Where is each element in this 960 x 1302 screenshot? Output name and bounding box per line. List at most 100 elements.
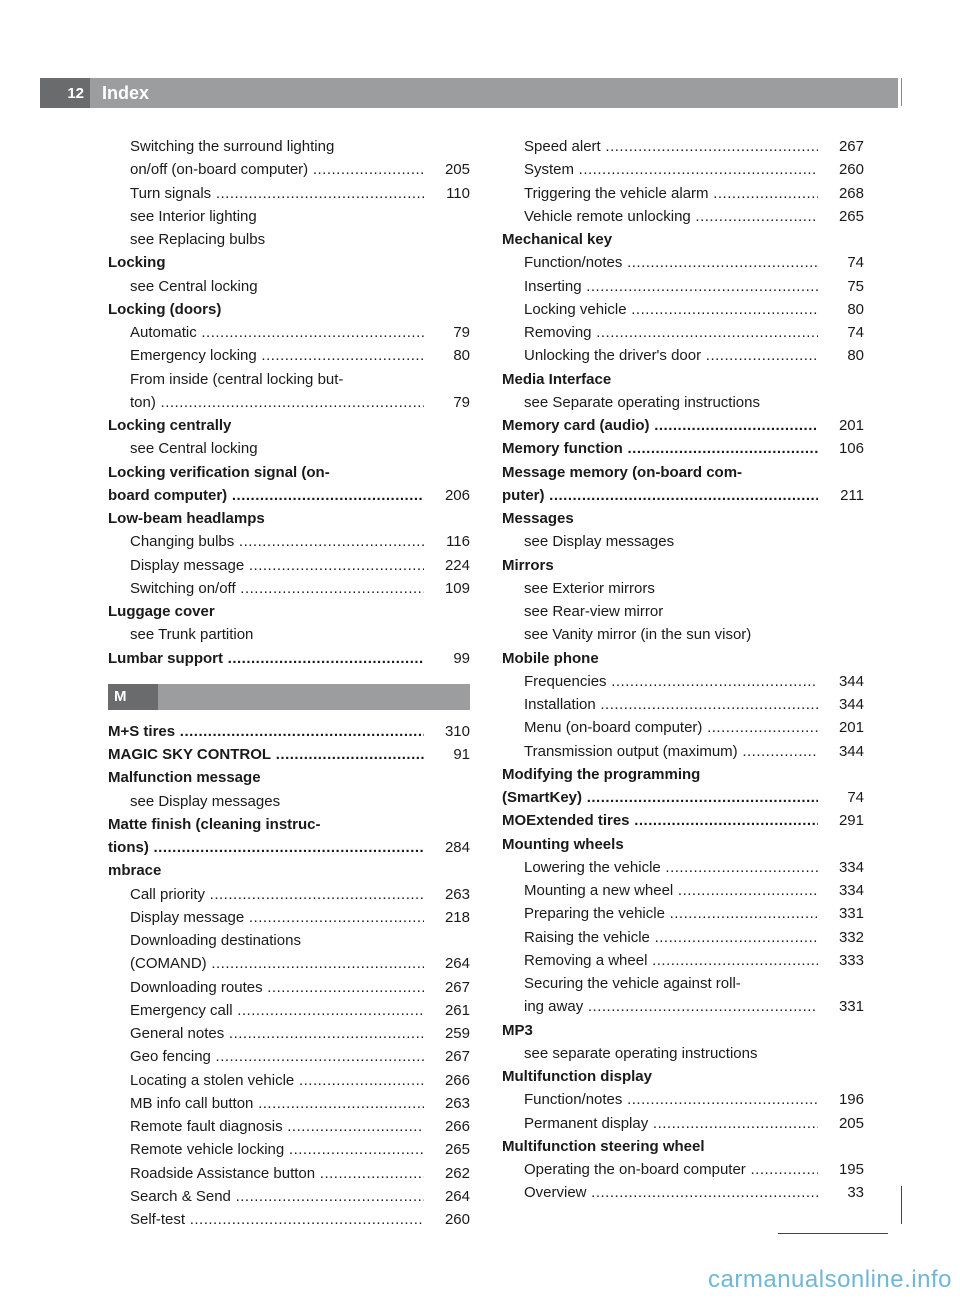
index-entry: Mechanical key bbox=[502, 228, 864, 251]
index-entry: see Display messages bbox=[108, 790, 470, 813]
header-bar: 12 Index bbox=[40, 78, 898, 108]
index-entry-page: 110 bbox=[432, 182, 470, 205]
index-entry: see Separate operating instructions bbox=[502, 391, 864, 414]
index-entry-page: 79 bbox=[432, 321, 470, 344]
index-entry-page: 284 bbox=[432, 836, 470, 859]
index-entry-text: From inside (central locking but- bbox=[130, 368, 470, 391]
index-entry-text: Mounting wheels bbox=[502, 833, 864, 856]
index-entry-text: Memory function bbox=[502, 437, 818, 460]
index-entry-text: Locking vehicle bbox=[524, 298, 818, 321]
index-entry-text: see Vanity mirror (in the sun visor) bbox=[524, 623, 864, 646]
index-entry-text: Multifunction display bbox=[502, 1065, 864, 1088]
index-entry-page: 332 bbox=[826, 926, 864, 949]
index-entry: Display message218 bbox=[108, 906, 470, 929]
index-entry: Transmission output (maximum)344 bbox=[502, 740, 864, 763]
index-entry: see Replacing bulbs bbox=[108, 228, 470, 251]
index-entry-text: Unlocking the driver's door bbox=[524, 344, 818, 367]
index-entry-page: 333 bbox=[826, 949, 864, 972]
index-entry: Call priority263 bbox=[108, 883, 470, 906]
index-entry: Changing bulbs116 bbox=[108, 530, 470, 553]
index-entry-text: see Central locking bbox=[130, 437, 470, 460]
index-entry-page: 331 bbox=[826, 902, 864, 925]
index-entry-text: Mobile phone bbox=[502, 647, 864, 670]
index-entry: see Rear-view mirror bbox=[502, 600, 864, 623]
index-entry-text: Remote vehicle locking bbox=[130, 1138, 424, 1161]
index-entry-text: Raising the vehicle bbox=[524, 926, 818, 949]
index-entry: Malfunction message bbox=[108, 766, 470, 789]
index-entry-text: Mechanical key bbox=[502, 228, 864, 251]
index-entry-text: Installation bbox=[524, 693, 818, 716]
index-entry: (COMAND)264 bbox=[108, 952, 470, 975]
index-entry: on/off (on-board computer)205 bbox=[108, 158, 470, 181]
index-entry-text: General notes bbox=[130, 1022, 424, 1045]
index-entry: Self-test260 bbox=[108, 1208, 470, 1231]
index-entry-page: 80 bbox=[826, 298, 864, 321]
index-entry-page: 80 bbox=[826, 344, 864, 367]
index-entry: Downloading destinations bbox=[108, 929, 470, 952]
index-entry-text: MOExtended tires bbox=[502, 809, 818, 832]
index-entry-text: Frequencies bbox=[524, 670, 818, 693]
index-entry-page: 265 bbox=[432, 1138, 470, 1161]
index-entry: see Display messages bbox=[502, 530, 864, 553]
index-entry-text: Luggage cover bbox=[108, 600, 470, 623]
index-entry: Message memory (on-board com- bbox=[502, 461, 864, 484]
index-entry: see separate operating instructions bbox=[502, 1042, 864, 1065]
index-entry-text: Display message bbox=[130, 554, 424, 577]
index-entry-text: Search & Send bbox=[130, 1185, 424, 1208]
index-entry-page: 268 bbox=[826, 182, 864, 205]
index-entry: Function/notes196 bbox=[502, 1088, 864, 1111]
index-entry-text: Matte finish (cleaning instruc- bbox=[108, 813, 470, 836]
index-entry: board computer)206 bbox=[108, 484, 470, 507]
index-entry-page: 266 bbox=[432, 1115, 470, 1138]
index-entry: Speed alert267 bbox=[502, 135, 864, 158]
index-entry-page: 205 bbox=[432, 158, 470, 181]
index-entry: see Trunk partition bbox=[108, 623, 470, 646]
index-entry-text: Downloading routes bbox=[130, 976, 424, 999]
index-entry-text: Mirrors bbox=[502, 554, 864, 577]
index-entry-text: Turn signals bbox=[130, 182, 424, 205]
index-entry: see Exterior mirrors bbox=[502, 577, 864, 600]
index-entry-text: Lumbar support bbox=[108, 647, 424, 670]
index-entry-text: Preparing the vehicle bbox=[524, 902, 818, 925]
index-entry-page: 116 bbox=[432, 530, 470, 553]
index-entry-text: Downloading destinations bbox=[130, 929, 470, 952]
index-entry-text: Locking (doors) bbox=[108, 298, 470, 321]
index-entry-page: 224 bbox=[432, 554, 470, 577]
index-entry: General notes 259 bbox=[108, 1022, 470, 1045]
index-entry: Display message 224 bbox=[108, 554, 470, 577]
index-entry: System 260 bbox=[502, 158, 864, 181]
index-entry-text: Function/notes bbox=[524, 1088, 818, 1111]
header-title: Index bbox=[102, 83, 149, 104]
index-entry-page: 262 bbox=[432, 1162, 470, 1185]
index-entry-text: System bbox=[524, 158, 818, 181]
index-entry-page: 259 bbox=[432, 1022, 470, 1045]
index-entry-text: board computer) bbox=[108, 484, 424, 507]
watermark: carmanualsonline.info bbox=[708, 1266, 952, 1294]
index-entry: Memory card (audio)201 bbox=[502, 414, 864, 437]
index-entry: Preparing the vehicle 331 bbox=[502, 902, 864, 925]
index-entry: Switching on/off109 bbox=[108, 577, 470, 600]
index-entry: Locking bbox=[108, 251, 470, 274]
index-entry: Emergency call261 bbox=[108, 999, 470, 1022]
index-entry-text: Transmission output (maximum) bbox=[524, 740, 818, 763]
index-entry-page: 74 bbox=[826, 786, 864, 809]
index-column-left: Switching the surround lightingon/off (o… bbox=[108, 135, 470, 1231]
index-entry-page: 267 bbox=[432, 976, 470, 999]
index-entry-text: puter) bbox=[502, 484, 818, 507]
index-entry-text: Roadside Assistance button bbox=[130, 1162, 424, 1185]
index-entry: Mounting wheels bbox=[502, 833, 864, 856]
index-entry-text: Menu (on-board computer) bbox=[524, 716, 818, 739]
index-entry: Media Interface bbox=[502, 368, 864, 391]
index-entry-text: Mounting a new wheel bbox=[524, 879, 818, 902]
index-entry-text: Operating the on-board computer bbox=[524, 1158, 818, 1181]
index-entry-text: MAGIC SKY CONTROL bbox=[108, 743, 424, 766]
index-entry-page: 267 bbox=[826, 135, 864, 158]
index-entry-text: see Display messages bbox=[130, 790, 470, 813]
index-entry-text: Multifunction steering wheel bbox=[502, 1135, 864, 1158]
index-entry: Emergency locking80 bbox=[108, 344, 470, 367]
index-entry-page: 291 bbox=[826, 809, 864, 832]
index-entry-page: 80 bbox=[432, 344, 470, 367]
index-entry-page: 260 bbox=[826, 158, 864, 181]
index-entry: Matte finish (cleaning instruc- bbox=[108, 813, 470, 836]
index-entry-text: see Exterior mirrors bbox=[524, 577, 864, 600]
